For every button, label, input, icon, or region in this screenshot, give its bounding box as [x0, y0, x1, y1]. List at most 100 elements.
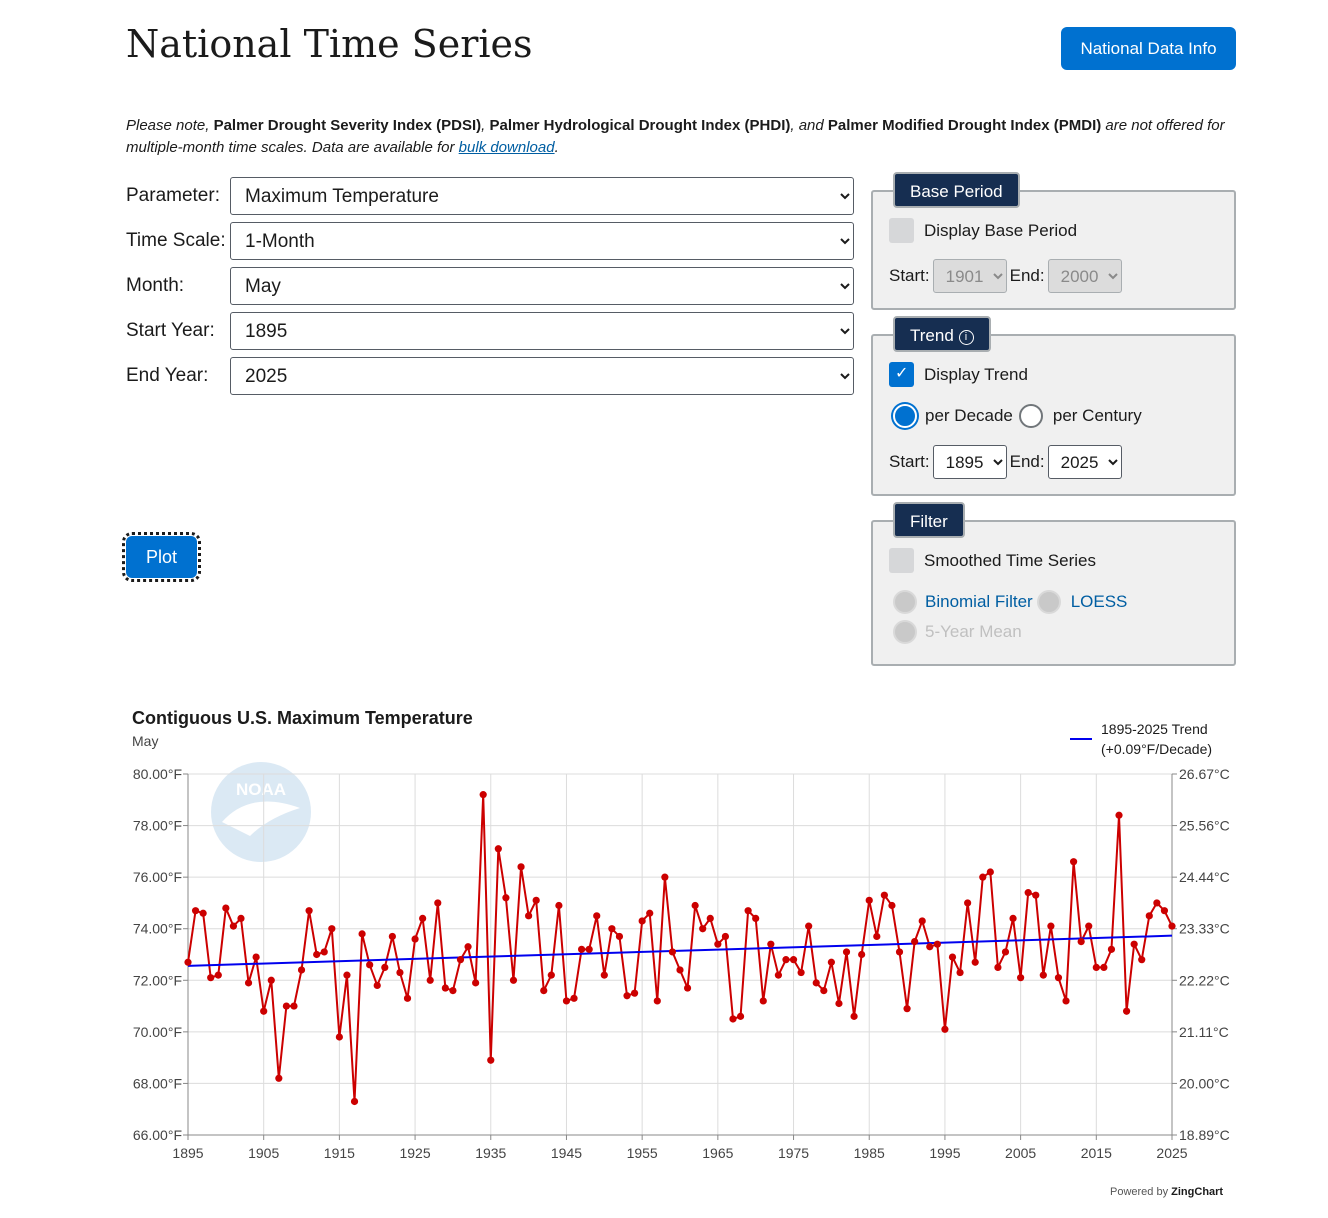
- data-point[interactable]: [358, 930, 366, 938]
- data-point[interactable]: [1032, 891, 1040, 899]
- data-point[interactable]: [517, 863, 525, 871]
- data-point[interactable]: [320, 948, 328, 956]
- zingchart-credit[interactable]: Powered by ZingChart: [1110, 1186, 1223, 1198]
- time-scale-select[interactable]: 1-Month: [230, 222, 854, 260]
- display-base-period-row[interactable]: Display Base Period: [889, 218, 1077, 243]
- data-point[interactable]: [267, 976, 275, 984]
- per-century-radio[interactable]: [1018, 404, 1043, 428]
- data-point[interactable]: [668, 948, 677, 956]
- start-year-select[interactable]: 1895: [230, 312, 854, 350]
- smoothed-series-checkbox[interactable]: [889, 548, 914, 573]
- data-point[interactable]: [805, 922, 813, 930]
- display-trend-checkbox[interactable]: [889, 362, 914, 387]
- data-point[interactable]: [1085, 922, 1093, 930]
- data-point[interactable]: [850, 1012, 858, 1020]
- loess-label[interactable]: LOESS: [1070, 592, 1128, 611]
- data-point[interactable]: [547, 971, 555, 979]
- data-point[interactable]: [782, 956, 790, 964]
- parameter-select[interactable]: Maximum Temperature: [230, 177, 854, 215]
- data-point[interactable]: [1145, 912, 1153, 920]
- trend-start-select[interactable]: 1895: [932, 445, 1007, 479]
- data-point[interactable]: [214, 971, 222, 979]
- data-point[interactable]: [699, 925, 707, 933]
- data-point[interactable]: [615, 932, 624, 941]
- data-point[interactable]: [1017, 974, 1025, 982]
- data-point[interactable]: [1160, 907, 1169, 915]
- data-point[interactable]: [305, 907, 313, 915]
- data-point[interactable]: [229, 922, 238, 930]
- data-point[interactable]: [1062, 997, 1070, 1005]
- binomial-filter-radio[interactable]: [893, 590, 917, 614]
- data-point[interactable]: [419, 914, 427, 923]
- five-year-mean-radio[interactable]: [893, 620, 917, 644]
- data-point[interactable]: [509, 976, 518, 984]
- data-point[interactable]: [933, 940, 941, 948]
- data-point[interactable]: [532, 896, 540, 904]
- data-point[interactable]: [683, 984, 692, 992]
- data-point[interactable]: [1168, 922, 1176, 930]
- data-point[interactable]: [275, 1074, 283, 1082]
- data-point[interactable]: [1100, 963, 1108, 971]
- data-point[interactable]: [1047, 922, 1055, 930]
- data-point[interactable]: [260, 1007, 268, 1015]
- data-point[interactable]: [1077, 938, 1085, 946]
- data-point[interactable]: [986, 868, 994, 876]
- data-point[interactable]: [1153, 899, 1161, 907]
- data-point[interactable]: [948, 953, 957, 961]
- data-point[interactable]: [411, 935, 419, 943]
- data-point[interactable]: [373, 981, 381, 990]
- data-point[interactable]: [600, 971, 608, 979]
- data-point[interactable]: [646, 909, 654, 917]
- data-point[interactable]: [328, 925, 336, 933]
- data-point[interactable]: [426, 976, 434, 984]
- loess-radio[interactable]: [1036, 590, 1061, 614]
- data-point[interactable]: [608, 925, 616, 933]
- data-point[interactable]: [676, 966, 684, 974]
- data-point[interactable]: [335, 1033, 343, 1041]
- data-point[interactable]: [979, 873, 987, 881]
- data-point[interactable]: [903, 1005, 911, 1013]
- base-start-select[interactable]: 1901: [932, 259, 1007, 293]
- data-point[interactable]: [858, 950, 866, 959]
- data-point[interactable]: [593, 912, 601, 920]
- data-point[interactable]: [691, 901, 699, 910]
- month-select[interactable]: May: [230, 267, 854, 305]
- data-point[interactable]: [1001, 948, 1010, 956]
- data-point[interactable]: [661, 873, 669, 881]
- end-year-select[interactable]: 2025: [230, 357, 854, 395]
- data-point[interactable]: [895, 948, 904, 956]
- data-point[interactable]: [207, 974, 215, 982]
- data-point[interactable]: [706, 914, 714, 923]
- data-point[interactable]: [971, 958, 979, 966]
- data-point[interactable]: [752, 914, 760, 923]
- data-point[interactable]: [941, 1025, 949, 1033]
- smoothed-series-row[interactable]: Smoothed Time Series: [889, 548, 1096, 573]
- data-point[interactable]: [1092, 963, 1100, 971]
- display-base-period-checkbox[interactable]: [889, 218, 914, 243]
- data-point[interactable]: [282, 1002, 290, 1010]
- data-point[interactable]: [1039, 971, 1047, 979]
- data-point[interactable]: [820, 987, 828, 995]
- data-point[interactable]: [835, 999, 843, 1008]
- data-point[interactable]: [487, 1056, 495, 1064]
- data-point[interactable]: [343, 971, 351, 979]
- data-point[interactable]: [1130, 940, 1138, 948]
- data-point[interactable]: [630, 989, 639, 997]
- data-point[interactable]: [237, 914, 245, 923]
- data-point[interactable]: [252, 953, 260, 961]
- data-point[interactable]: [744, 907, 752, 915]
- data-point[interactable]: [918, 917, 926, 925]
- data-point[interactable]: [297, 966, 306, 974]
- data-point[interactable]: [767, 940, 775, 948]
- data-point[interactable]: [873, 932, 881, 941]
- data-point[interactable]: [388, 932, 396, 941]
- binomial-filter-label[interactable]: Binomial Filter: [925, 592, 1033, 611]
- trend-end-select[interactable]: 2025: [1047, 445, 1122, 479]
- data-point[interactable]: [366, 961, 374, 969]
- data-point[interactable]: [865, 896, 873, 904]
- data-point[interactable]: [714, 940, 722, 948]
- data-point[interactable]: [729, 1015, 737, 1023]
- data-point[interactable]: [540, 987, 548, 995]
- data-point[interactable]: [472, 979, 480, 987]
- data-point[interactable]: [479, 791, 487, 799]
